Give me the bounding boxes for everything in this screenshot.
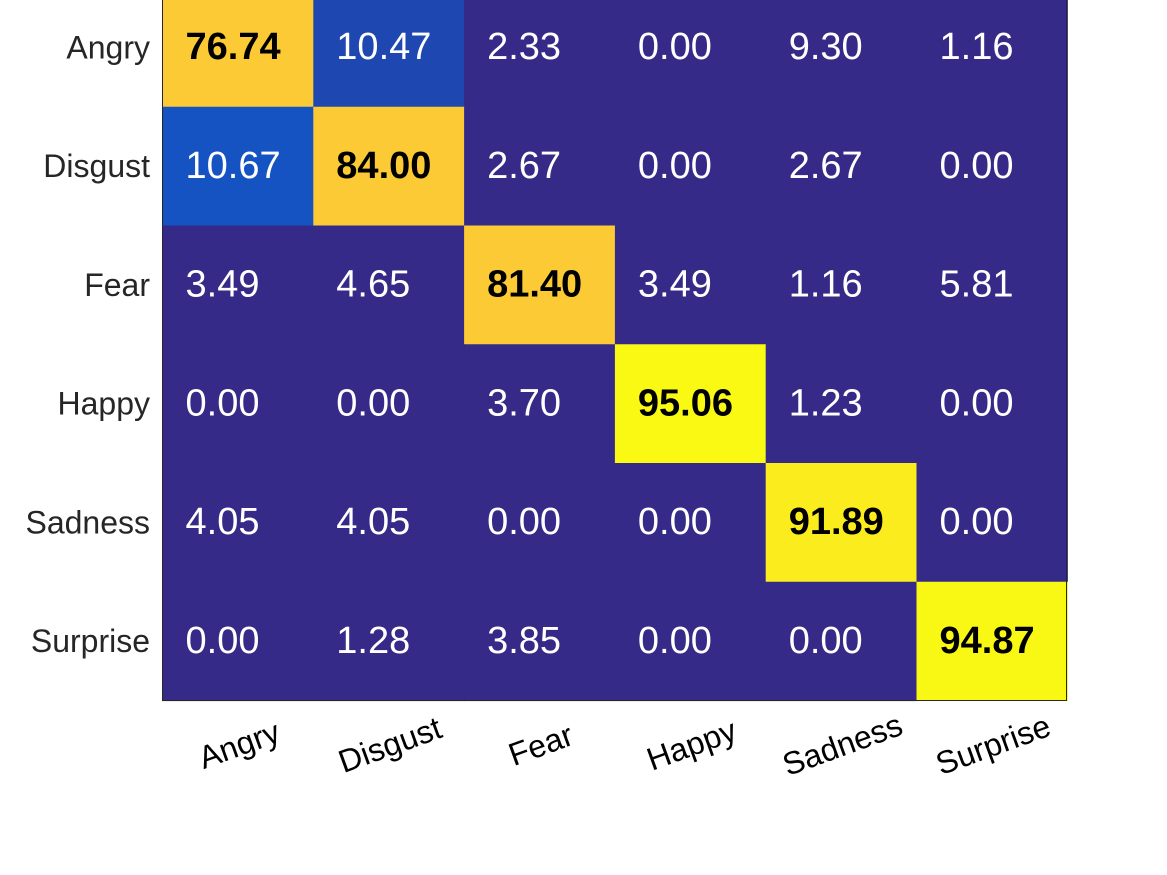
- row-label-surprise: Surprise: [31, 623, 150, 659]
- heatmap-cell-angry-disgust: [313, 0, 465, 108]
- cell-value-surprise-angry: 0.00: [186, 620, 260, 662]
- heatmap-cell-disgust-surprise: [916, 106, 1068, 227]
- cell-value-surprise-happy: 0.00: [638, 620, 712, 662]
- heatmap-cell-disgust-disgust: [313, 106, 465, 227]
- cell-value-surprise-disgust: 1.28: [336, 620, 410, 662]
- heatmap-cell-angry-happy: [614, 0, 767, 108]
- cell-value-angry-happy: 0.00: [638, 26, 712, 68]
- cell-value-happy-fear: 3.70: [487, 382, 561, 424]
- cell-value-fear-sadness: 1.16: [789, 264, 863, 306]
- column-label-sadness: Sadness: [778, 706, 907, 782]
- cell-value-fear-angry: 3.49: [186, 264, 260, 306]
- heatmap-cell-fear-happy: [614, 225, 767, 345]
- cell-value-sadness-surprise: 0.00: [940, 501, 1014, 543]
- cell-value-angry-disgust: 10.47: [336, 26, 431, 68]
- row-label-angry: Angry: [66, 29, 150, 65]
- column-label-fear: Fear: [504, 716, 578, 772]
- heatmap-cell-sadness-disgust: [313, 463, 465, 583]
- cell-value-happy-happy: 95.06: [638, 382, 733, 424]
- cell-value-disgust-sadness: 2.67: [789, 145, 863, 187]
- heatmap-cell-disgust-angry: [162, 106, 314, 227]
- heatmap-cell-angry-fear: [464, 0, 616, 108]
- cell-value-fear-disgust: 4.65: [336, 264, 410, 306]
- column-label-happy: Happy: [642, 712, 741, 777]
- heatmap-cell-surprise-disgust: [313, 581, 465, 702]
- heatmap-cell-fear-fear: [464, 225, 616, 345]
- cell-value-angry-fear: 2.33: [487, 26, 561, 68]
- column-label-angry: Angry: [194, 713, 285, 775]
- cell-value-sadness-happy: 0.00: [638, 501, 712, 543]
- cell-value-sadness-sadness: 91.89: [789, 501, 884, 543]
- row-label-happy: Happy: [58, 386, 151, 422]
- cell-values: 76.74 10.47 2.33 0.00 9.30 1.16 10.67 84.00 2.67…: [186, 26, 1035, 662]
- heatmap-cell-sadness-surprise: [916, 463, 1068, 583]
- heatmap-cell-disgust-fear: [464, 106, 616, 227]
- cell-value-fear-fear: 81.40: [487, 264, 582, 306]
- heatmap-cell-fear-disgust: [313, 225, 465, 345]
- heatmap-cell-angry-angry: [162, 0, 314, 108]
- heatmap-cell-happy-surprise: [916, 344, 1068, 464]
- heatmap-cells: [162, 0, 1068, 702]
- cell-value-sadness-disgust: 4.05: [336, 501, 410, 543]
- heatmap-cell-sadness-sadness: [765, 463, 918, 583]
- heatmap-cell-surprise-angry: [162, 581, 314, 702]
- heatmap-cell-surprise-happy: [614, 581, 767, 702]
- column-labels: Angry Disgust Fear Happy Sadness Surprise: [194, 706, 1056, 782]
- heatmap-cell-happy-angry: [162, 344, 314, 464]
- row-label-fear: Fear: [84, 267, 150, 303]
- column-label-surprise: Surprise: [931, 707, 1055, 782]
- heatmap-cell-sadness-angry: [162, 463, 314, 583]
- cell-value-angry-angry: 76.74: [186, 26, 281, 68]
- heatmap-cell-fear-angry: [162, 225, 314, 345]
- column-label-disgust: Disgust: [334, 709, 447, 779]
- cell-value-disgust-angry: 10.67: [186, 145, 281, 187]
- heatmap-cell-fear-surprise: [916, 225, 1068, 345]
- cell-value-disgust-surprise: 0.00: [940, 145, 1014, 187]
- cell-value-angry-surprise: 1.16: [940, 26, 1014, 68]
- cell-value-disgust-fear: 2.67: [487, 145, 561, 187]
- heatmap-cell-angry-surprise: [916, 0, 1068, 108]
- heatmap-cell-happy-happy: [614, 344, 767, 464]
- heatmap-cell-surprise-surprise: [916, 581, 1068, 702]
- cell-value-angry-sadness: 9.30: [789, 26, 863, 68]
- heatmap-cell-surprise-fear: [464, 581, 616, 702]
- cell-value-happy-angry: 0.00: [186, 382, 260, 424]
- heatmap-cell-fear-sadness: [765, 225, 918, 345]
- row-labels: Angry Disgust Fear Happy Sadness Surprise: [25, 29, 150, 659]
- cell-value-sadness-fear: 0.00: [487, 501, 561, 543]
- cell-value-surprise-fear: 3.85: [487, 620, 561, 662]
- heatmap-cell-angry-sadness: [765, 0, 918, 108]
- row-label-sadness: Sadness: [25, 504, 150, 540]
- plot-frame: [162, 0, 1067, 701]
- cell-value-surprise-surprise: 94.87: [940, 620, 1035, 662]
- heatmap-cell-surprise-sadness: [765, 581, 918, 702]
- cell-value-happy-surprise: 0.00: [940, 382, 1014, 424]
- cell-value-disgust-happy: 0.00: [638, 145, 712, 187]
- heatmap-cell-happy-fear: [464, 344, 616, 464]
- heatmap-cell-happy-sadness: [765, 344, 918, 464]
- cell-value-fear-happy: 3.49: [638, 264, 712, 306]
- cell-value-disgust-disgust: 84.00: [336, 145, 431, 187]
- cell-value-sadness-angry: 4.05: [186, 501, 260, 543]
- heatmap-cell-happy-disgust: [313, 344, 465, 464]
- heatmap-cell-sadness-happy: [614, 463, 767, 583]
- cell-value-surprise-sadness: 0.00: [789, 620, 863, 662]
- row-label-disgust: Disgust: [43, 148, 150, 184]
- heatmap-cell-disgust-happy: [614, 106, 767, 227]
- heatmap-cell-disgust-sadness: [765, 106, 918, 227]
- cell-value-happy-sadness: 1.23: [789, 382, 863, 424]
- cell-value-fear-surprise: 5.81: [940, 264, 1014, 306]
- heatmap-cell-sadness-fear: [464, 463, 616, 583]
- cell-value-happy-disgust: 0.00: [336, 382, 410, 424]
